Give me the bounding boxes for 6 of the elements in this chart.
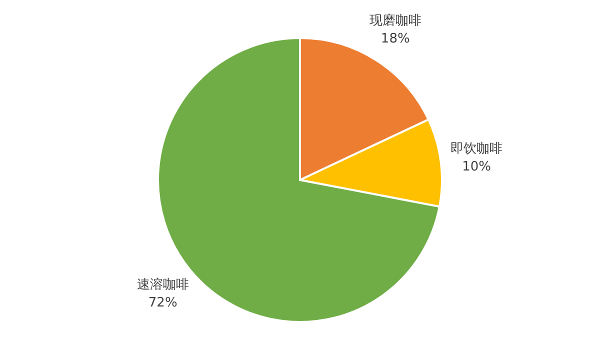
slice-label: 现磨咖啡 bbox=[369, 14, 422, 29]
slice-label: 即饮咖啡 bbox=[450, 142, 503, 157]
data-label: 10% bbox=[462, 160, 492, 175]
slice-label: 速溶咖啡 bbox=[136, 276, 189, 292]
data-label: 18% bbox=[380, 32, 410, 47]
data-label: 72% bbox=[148, 295, 178, 310]
